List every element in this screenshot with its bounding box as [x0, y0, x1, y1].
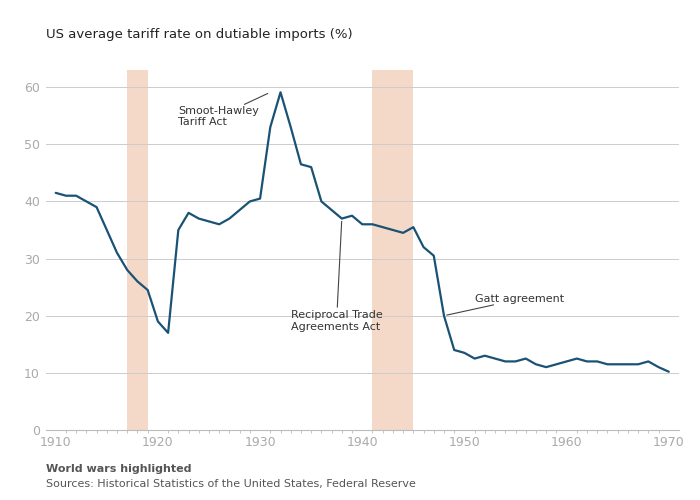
Text: Reciprocal Trade
Agreements Act: Reciprocal Trade Agreements Act: [290, 222, 382, 332]
Text: Sources: Historical Statistics of the United States, Federal Reserve: Sources: Historical Statistics of the Un…: [46, 480, 415, 490]
Bar: [372, 70, 413, 430]
Text: World wars highlighted: World wars highlighted: [46, 464, 191, 474]
Text: Gatt agreement: Gatt agreement: [447, 294, 564, 315]
Text: US average tariff rate on dutiable imports (%): US average tariff rate on dutiable impor…: [46, 28, 352, 41]
Bar: [127, 70, 148, 430]
Text: Smoot-Hawley
Tariff Act: Smoot-Hawley Tariff Act: [178, 94, 268, 127]
